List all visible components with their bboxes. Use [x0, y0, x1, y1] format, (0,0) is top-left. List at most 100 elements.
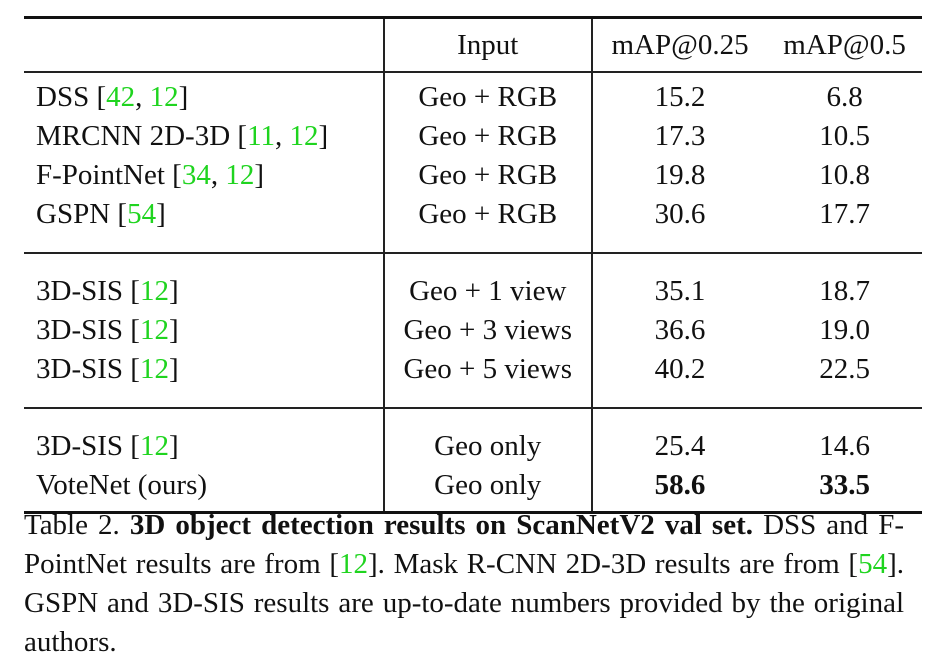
input-cell: Geo only — [382, 466, 592, 505]
map25-cell: 40.2 — [590, 350, 768, 389]
method-cell: DSS [42, 12] — [36, 81, 189, 113]
map25-value: 58.6 — [654, 469, 706, 501]
table-row: DSS [42, 12] Geo + RGB 15.2 6.8 — [24, 78, 922, 117]
table-row: 3D-SIS [12] Geo only 25.4 14.6 — [24, 427, 922, 466]
citation-link[interactable]: 12 — [139, 314, 169, 346]
map25-cell: 36.6 — [590, 311, 768, 350]
method-name: 3D-SIS — [36, 353, 124, 385]
input-cell: Geo + RGB — [382, 78, 592, 117]
method-name: 3D-SIS — [36, 275, 124, 307]
map50-value: 10.5 — [819, 120, 870, 152]
method-cell: GSPN [54] — [36, 198, 166, 230]
table-row: VoteNet (ours) Geo only 58.6 33.5 — [24, 466, 922, 505]
map25-cell: 25.4 — [590, 427, 768, 466]
map25-value: 35.1 — [654, 275, 706, 307]
method-name: VoteNet (ours) — [36, 469, 208, 501]
group-spacer — [24, 72, 922, 78]
citation-link[interactable]: 34 — [181, 159, 211, 191]
input-cell: Geo + RGB — [382, 156, 592, 195]
caption-sentence-2: Mask R-CNN 2D-3D results are from — [393, 548, 840, 580]
input-cell: Geo + RGB — [382, 117, 592, 156]
map50-value: 19.0 — [819, 314, 870, 346]
caption-sentence-1: DSS and F-PointNet results are from — [24, 509, 905, 580]
group-separator — [24, 234, 922, 254]
citation-link[interactable]: 12 — [139, 353, 169, 385]
map50-value: 22.5 — [819, 353, 870, 385]
method-cell: 3D-SIS [12] — [36, 430, 179, 462]
caption-citation-link[interactable]: 12 — [339, 548, 368, 580]
map50-value: 14.6 — [819, 430, 870, 462]
caption-label: Table 2. — [24, 509, 120, 541]
map50-cell: 33.5 — [767, 466, 922, 505]
method-name: 3D-SIS — [36, 430, 124, 462]
table-row: MRCNN 2D-3D [11, 12] Geo + RGB 17.3 10.5 — [24, 117, 922, 156]
table-row: 3D-SIS [12] Geo + 5 views 40.2 22.5 — [24, 350, 922, 389]
citation-link[interactable]: 12 — [225, 159, 255, 191]
results-table: Input mAP@0.25 mAP@0.5 DSS [42, 12] Geo +… — [24, 16, 922, 514]
header-method-cell — [24, 16, 384, 73]
table-header-row: Input mAP@0.25 mAP@0.5 — [24, 16, 922, 73]
map25-cell: 35.1 — [590, 272, 768, 311]
method-cell: F-PointNet [34, 12] — [36, 159, 264, 191]
table-row: F-PointNet [34, 12] Geo + RGB 19.8 10.8 — [24, 156, 922, 195]
method-cell: 3D-SIS [12] — [36, 275, 179, 307]
map25-cell: 15.2 — [590, 78, 768, 117]
map50-cell: 19.0 — [767, 311, 922, 350]
map25-value: 19.8 — [654, 159, 706, 191]
map25-value: 36.6 — [654, 314, 706, 346]
caption-sentence-3: GSPN and 3D-SIS results are up-to-date n… — [24, 587, 904, 658]
caption-title: 3D object detection results on ScanNetV2… — [129, 509, 753, 541]
map25-value: 25.4 — [654, 430, 706, 462]
table-bottom-rule — [24, 505, 922, 514]
method-cell: MRCNN 2D-3D [11, 12] — [36, 120, 329, 152]
method-name: F-PointNet — [36, 159, 165, 191]
header-map25: mAP@0.25 — [590, 16, 768, 73]
table-caption: Table 2. 3D object detection results on … — [24, 509, 905, 658]
header-input: Input — [382, 16, 592, 73]
map50-cell: 18.7 — [767, 272, 922, 311]
map50-value: 10.8 — [819, 159, 870, 191]
map50-value: 6.8 — [826, 81, 863, 113]
map25-cell: 17.3 — [590, 117, 768, 156]
input-cell: Geo + RGB — [382, 195, 592, 234]
citation-link[interactable]: 12 — [139, 430, 169, 462]
citation-link[interactable]: 12 — [149, 81, 179, 113]
method-cell: 3D-SIS [12] — [36, 353, 179, 385]
group-spacer — [24, 408, 922, 427]
map50-cell: 10.8 — [767, 156, 922, 195]
map50-cell: 10.5 — [767, 117, 922, 156]
table-row: 3D-SIS [12] Geo + 1 view 35.1 18.7 — [24, 272, 922, 311]
citation-link[interactable]: 42 — [106, 81, 136, 113]
method-name: DSS — [36, 81, 90, 113]
map25-cell: 30.6 — [590, 195, 768, 234]
map50-value: 17.7 — [819, 198, 870, 230]
caption-citation-link[interactable]: 54 — [858, 548, 888, 580]
map25-value: 30.6 — [654, 198, 706, 230]
map25-cell: 19.8 — [590, 156, 768, 195]
results-table-body: Input mAP@0.25 mAP@0.5 DSS [42, 12] Geo +… — [24, 16, 922, 514]
map25-value: 15.2 — [654, 81, 706, 113]
map50-cell: 6.8 — [767, 78, 922, 117]
citation-link[interactable]: 54 — [127, 198, 157, 230]
method-name: 3D-SIS — [36, 314, 124, 346]
method-cell: VoteNet (ours) — [24, 466, 384, 505]
method-cell: 3D-SIS [12] — [36, 314, 179, 346]
group-separator — [24, 389, 922, 409]
citation-link[interactable]: 11 — [247, 120, 276, 152]
map50-cell: 22.5 — [767, 350, 922, 389]
map25-value: 40.2 — [654, 353, 706, 385]
table-row: 3D-SIS [12] Geo + 3 views 36.6 19.0 — [24, 311, 922, 350]
map25-cell: 58.6 — [590, 466, 768, 505]
header-map50: mAP@0.5 — [767, 16, 922, 73]
map50-cell: 14.6 — [767, 427, 922, 466]
method-name: GSPN — [36, 198, 111, 230]
citation-link[interactable]: 12 — [139, 275, 169, 307]
table-row: GSPN [54] Geo + RGB 30.6 17.7 — [24, 195, 922, 234]
map50-cell: 17.7 — [767, 195, 922, 234]
citation-link[interactable]: 12 — [289, 120, 319, 152]
input-cell: Geo + 5 views — [382, 350, 592, 389]
input-cell: Geo only — [382, 427, 592, 466]
map25-value: 17.3 — [654, 120, 706, 152]
input-cell: Geo + 1 view — [382, 272, 592, 311]
